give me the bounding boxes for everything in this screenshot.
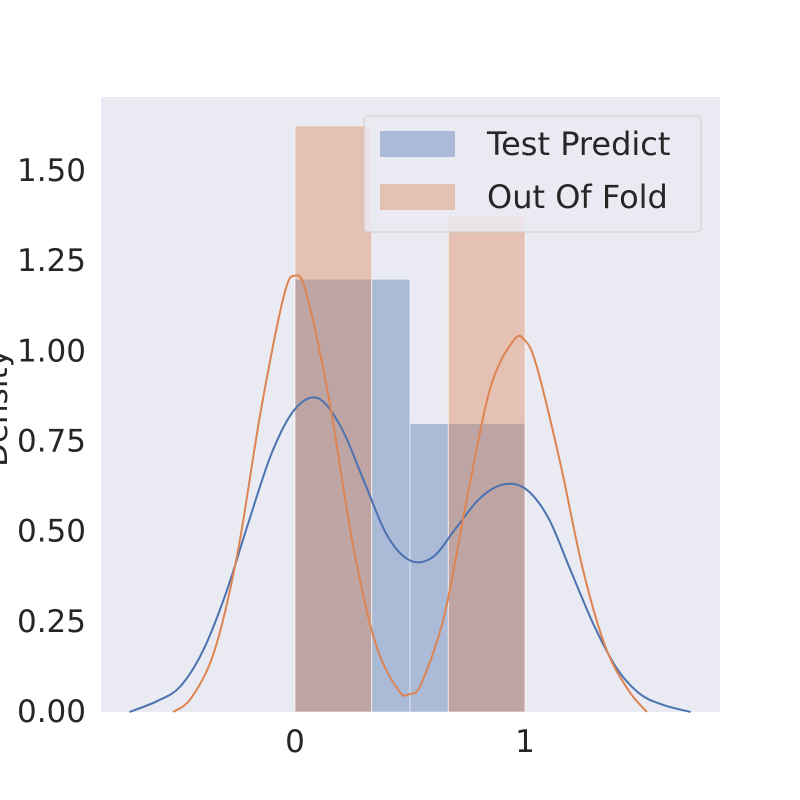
y-tick-label: 0.50: [17, 514, 86, 550]
legend-swatch-test-predict: [380, 131, 455, 157]
y-tick-label: 1.50: [17, 153, 86, 189]
y-tick-label: 1.00: [17, 333, 86, 369]
legend-frame: [363, 115, 702, 233]
y-tick-label: 0.75: [17, 424, 86, 460]
bar-test-predict-1: [371, 278, 411, 713]
kde-line-out-of-fold: [172, 274, 648, 713]
y-axis-tick-labels: 0.00 0.25 0.50 0.75 1.00 1.25 1.50: [17, 153, 86, 730]
y-tick-label: 0.25: [17, 604, 86, 640]
y-tick-label: 1.25: [17, 243, 86, 279]
kde-line-test-predict: [129, 396, 691, 713]
y-axis-label: Density: [0, 349, 15, 467]
legend-swatch-out-of-fold: [380, 184, 455, 210]
legend: Test Predict Out Of Fold: [363, 115, 702, 233]
bar-test-predict-2: [409, 422, 449, 713]
bar-test-predict-0: [294, 278, 373, 713]
kde-curves: [129, 274, 691, 713]
bar-out-of-fold-1: [447, 215, 526, 713]
x-tick-label: 1: [515, 724, 535, 760]
legend-label-out-of-fold: Out Of Fold: [487, 178, 668, 216]
y-tick-label: 0.00: [17, 694, 86, 730]
x-tick-label: 0: [285, 724, 305, 760]
bar-test-predict-3: [447, 422, 526, 713]
legend-label-test-predict: Test Predict: [486, 125, 670, 163]
